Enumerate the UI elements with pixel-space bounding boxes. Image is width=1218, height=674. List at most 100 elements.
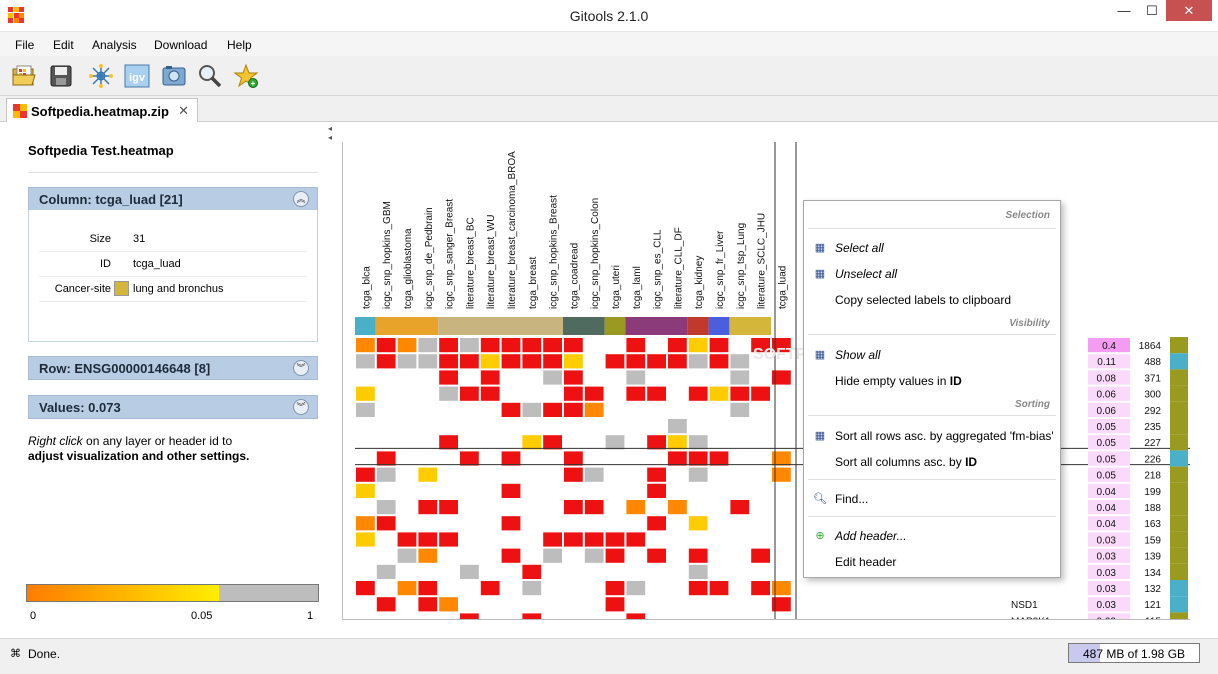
menu-file[interactable]: File <box>15 38 35 52</box>
menu-sort-columns[interactable]: Sort all columns asc. by ID <box>806 451 1058 473</box>
divider <box>808 228 1056 229</box>
expand-down-icon[interactable]: ︾ <box>293 360 309 376</box>
menu-find[interactable]: 🔍︎ Find... <box>806 488 1058 510</box>
menu-show-all[interactable]: ▦ Show all <box>806 344 1058 366</box>
heatmap-cell <box>480 386 500 401</box>
menu-copy-labels[interactable]: Copy selected labels to clipboard <box>806 289 1058 311</box>
row-count: 235 <box>1144 422 1161 433</box>
row-label: NSD1 <box>1011 600 1038 611</box>
heatmap-cell <box>626 386 646 401</box>
add-header-label: Add header... <box>835 529 907 543</box>
close-button[interactable]: ✕ <box>1166 0 1212 21</box>
close-tab-icon[interactable]: ✕ <box>178 103 189 118</box>
splitter-handle[interactable]: ◂ ◂ <box>328 124 333 142</box>
heatmap-cell <box>626 613 646 619</box>
row-annotation-cell <box>1170 466 1188 483</box>
save-icon[interactable] <box>48 63 74 89</box>
open-icon[interactable] <box>11 63 37 89</box>
prop-value-cancer-site: lung and bronchus <box>133 283 224 295</box>
row-annotation-cell <box>1170 547 1188 564</box>
heatmap-cell <box>376 516 396 531</box>
heatmap-cell <box>668 451 687 466</box>
menu-edit-header[interactable]: Edit header <box>806 551 1058 573</box>
heatmap-cell <box>605 581 625 596</box>
heatmap-cell <box>376 338 396 353</box>
divider <box>808 415 1056 416</box>
minimize-button[interactable]: — <box>1117 3 1131 18</box>
row-value: 0.04 <box>1097 487 1117 498</box>
row-annotation-cell <box>1170 353 1188 370</box>
row-value-cell <box>1088 516 1130 531</box>
row-value-cell <box>1088 483 1130 498</box>
section-sorting: Sorting <box>1015 399 1050 410</box>
row-panel-header[interactable]: Row: ENSG00000146648 [8] ︾ <box>28 356 318 380</box>
menu-hide-empty[interactable]: Hide empty values in ID <box>806 370 1058 392</box>
context-menu: Selection ▦ Select all ▦ Unselect all Co… <box>803 200 1061 578</box>
menu-select-all[interactable]: ▦ Select all <box>806 237 1058 259</box>
row-annotation-cell <box>1170 531 1188 548</box>
maximize-button[interactable]: ☐ <box>1146 3 1158 18</box>
sort-columns-label: Sort all columns asc. by ID <box>835 455 977 469</box>
row-value: 0.04 <box>1097 503 1117 514</box>
heatmap-cell <box>439 532 458 547</box>
heatmap-cell <box>356 483 375 498</box>
snapshot-icon[interactable] <box>161 63 187 89</box>
row-value: 0.11 <box>1097 357 1116 368</box>
favorite-icon[interactable]: + <box>233 63 259 89</box>
expand-down-icon[interactable]: ︾ <box>293 399 309 415</box>
heatmap-cell <box>376 500 396 515</box>
heatmap-cell <box>397 548 417 563</box>
column-group-header <box>729 317 771 335</box>
heatmap-cell <box>688 581 708 596</box>
menu-sort-rows[interactable]: ▦ Sort all rows asc. by aggregated 'fm-b… <box>806 425 1058 447</box>
heatmap-cell <box>376 564 396 579</box>
legend-label-min: 0 <box>30 610 37 622</box>
heatmap-cell <box>564 451 583 466</box>
toolbar: igv + <box>0 56 1218 96</box>
menu-unselect-all[interactable]: ▦ Unselect all <box>806 263 1058 285</box>
heatmap-cell <box>439 338 458 353</box>
heatmap-view[interactable]: tcga_blca icgc_snp_hopkins_GBM tcga_gliobl… <box>342 142 1190 620</box>
values-panel-header[interactable]: Values: 0.073 ︾ <box>28 395 318 419</box>
memory-indicator[interactable]: 487 MB of 1.98 GB <box>1068 643 1200 663</box>
row-value: 0.05 <box>1097 422 1117 433</box>
menu-analysis[interactable]: Analysis <box>92 38 137 52</box>
column-group-header <box>687 317 709 335</box>
row-value: 0.04 <box>1097 519 1117 530</box>
row-value-cell <box>1088 500 1130 515</box>
column-group-header <box>563 317 605 335</box>
heatmap-cell <box>626 500 646 515</box>
search-icon[interactable] <box>197 63 223 89</box>
app-icon <box>8 7 24 23</box>
heatmap-cell <box>501 402 521 417</box>
sort-columns-text: Sort all columns asc. by <box>835 455 966 469</box>
menu-download[interactable]: Download <box>154 38 208 52</box>
igv-icon[interactable]: igv <box>124 63 150 89</box>
heatmap-cell <box>584 532 604 547</box>
heatmap-cell <box>730 370 750 385</box>
title-bar: Gitools 2.1.0 — ☐ ✕ <box>0 0 1218 32</box>
memory-label: 487 MB of 1.98 GB <box>1082 647 1186 661</box>
tab-label: Softpedia.heatmap.zip <box>31 104 169 119</box>
menu-help[interactable]: Help <box>227 38 252 52</box>
collapse-up-icon[interactable]: ︽ <box>293 191 309 207</box>
heatmap-cell <box>356 386 375 401</box>
network-icon[interactable] <box>88 63 114 89</box>
heatmap-cell <box>564 338 583 353</box>
heatmap-cell <box>418 338 438 353</box>
divider <box>808 516 1056 517</box>
heatmap-cell <box>668 435 687 450</box>
menu-add-header[interactable]: ⊕ Add header... <box>806 525 1058 547</box>
column-panel-header[interactable]: Column: tcga_luad [21] ︽ <box>28 187 318 211</box>
row-value-cell <box>1088 613 1130 619</box>
row-value: 0.03 <box>1097 552 1117 563</box>
tab-heatmap[interactable]: Softpedia.heatmap.zip ✕ <box>6 98 198 123</box>
heatmap-cell <box>688 467 708 482</box>
heatmap-cell <box>626 581 646 596</box>
main-panel: Softpedia Test.heatmap Column: tcga_luad… <box>0 122 1218 638</box>
menu-edit[interactable]: Edit <box>53 38 74 52</box>
edit-header-label: Edit header <box>835 555 897 569</box>
heatmap-canvas[interactable]: tcga_blca icgc_snp_hopkins_GBM tcga_gliobl… <box>343 142 1190 620</box>
row-annotation-cell <box>1170 369 1188 386</box>
heatmap-cell <box>584 386 604 401</box>
